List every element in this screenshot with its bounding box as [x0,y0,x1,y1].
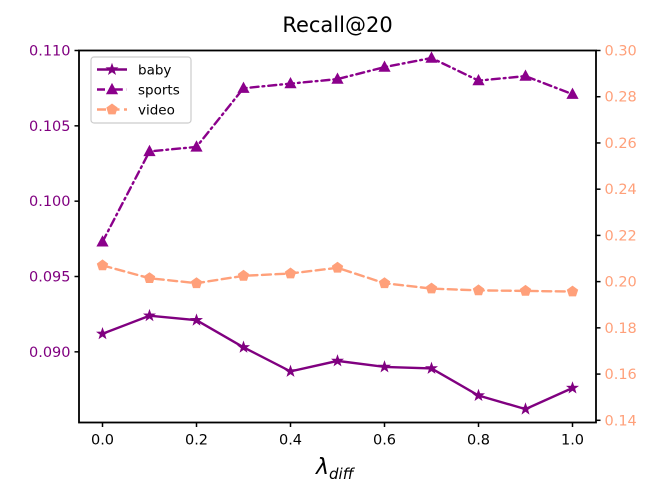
baby-marker-star [519,402,532,415]
series-line-sports [101,56,574,244]
sports-marker-triangle [96,235,109,247]
x-tick-label: 0.8 [467,433,490,449]
video-marker-pentagon [190,277,203,289]
video-marker-pentagon [425,282,438,294]
baby-marker-star [237,340,250,353]
legend-sample-marker-video [106,103,118,115]
baby-marker-star [190,313,203,326]
plot-area: 0.0 0.2 0.4 0.6 0.8 1.0 0.110 0.105 0.100 0.095 0.… [29,44,637,449]
x-tick-label: 0.0 [91,433,114,449]
video-marker-pentagon [96,259,109,271]
baby-marker-star [331,354,344,367]
left-y-tick-label: 0.105 [29,119,71,135]
right-y-tick-label: 0.14 [605,413,637,429]
left-y-tick-label: 0.100 [29,194,71,210]
baby-marker-star [472,388,485,401]
x-axis-label-symbol: λ [315,455,329,480]
right-y-tick-label: 0.30 [605,44,637,60]
video-marker-pentagon [143,272,156,283]
right-y-tick-label: 0.24 [605,182,637,198]
baby-marker-star [284,364,297,377]
sports-marker-triangle [378,60,391,72]
left-y-tick-label: 0.095 [29,270,71,286]
baby-marker-star [378,360,391,373]
legend-sample-marker-sports [105,82,119,95]
video-marker-pentagon [472,284,485,296]
baby-marker-star [566,381,579,394]
x-axis-label: λdiff [315,455,356,483]
right-y-tick-label: 0.22 [605,228,637,244]
baby-marker-star [96,327,109,340]
sports-marker-triangle [143,144,156,157]
left-y-tick-label: 0.110 [29,44,71,60]
sports-marker-triangle [472,74,485,86]
video-marker-pentagon [237,269,250,281]
video-marker-pentagon [331,261,344,273]
sports-marker-triangle [190,140,203,152]
right-y-tick-label: 0.18 [605,321,637,337]
video-marker-pentagon [519,284,532,296]
x-tick-label: 0.4 [279,433,302,449]
x-axis-label-subscript: diff [329,465,356,483]
sports-marker-triangle [566,87,579,99]
legend-item-label: sports [138,83,180,99]
legend-sample-marker-baby [105,62,119,75]
chart-title: Recall@20 [282,13,392,37]
x-tick-label: 0.6 [373,433,396,449]
legend-item-label: video [138,103,175,119]
video-marker-pentagon [566,285,579,297]
baby-marker-star [143,308,156,322]
sports-marker-triangle [425,51,438,63]
right-y-tick-label: 0.20 [605,275,637,291]
plot-border [78,49,597,424]
sports-marker-triangle [331,72,344,84]
left-y-tick-label: 0.090 [29,345,71,361]
sports-marker-triangle [519,69,532,81]
right-y-tick-label: 0.26 [605,136,637,152]
sports-marker-triangle [237,81,250,93]
x-tick-label: 0.2 [185,433,208,449]
sports-marker-triangle [284,77,297,89]
baby-marker-star [425,361,438,374]
right-y-tick-label: 0.28 [605,90,637,106]
legend-item-label: baby [138,63,171,79]
video-marker-pentagon [378,277,391,289]
x-tick-label: 1.0 [561,433,584,449]
right-y-tick-label: 0.16 [605,367,637,383]
video-marker-pentagon [284,267,297,279]
